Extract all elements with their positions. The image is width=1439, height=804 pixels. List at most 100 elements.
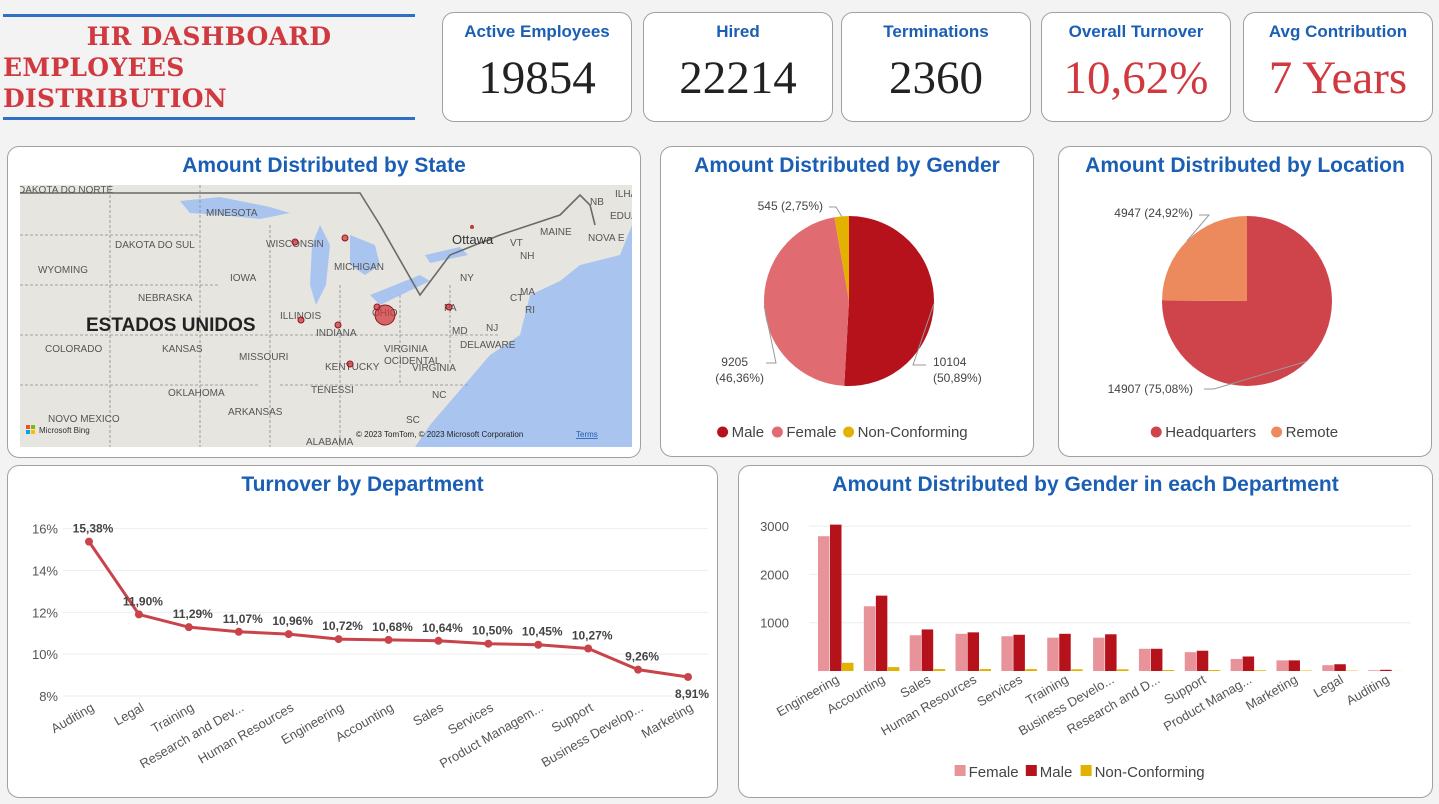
bar-male[interactable] bbox=[967, 632, 980, 671]
bar-female[interactable] bbox=[955, 633, 968, 671]
turnover-point[interactable] bbox=[384, 635, 393, 644]
bar-female[interactable] bbox=[1184, 652, 1197, 671]
bar-non-conforming[interactable] bbox=[1025, 669, 1037, 671]
lake-huron bbox=[350, 235, 380, 275]
bar-male[interactable] bbox=[1380, 669, 1392, 671]
kpi-card-hired[interactable]: Hired 22214 bbox=[643, 12, 833, 122]
bubble-illinois[interactable] bbox=[297, 316, 305, 324]
turnover-point[interactable] bbox=[534, 640, 543, 649]
legend-label[interactable]: Female bbox=[969, 764, 1019, 781]
bar-non-conforming[interactable] bbox=[887, 667, 900, 671]
bar-female[interactable] bbox=[1322, 665, 1334, 671]
kpi-card-terminations[interactable]: Terminations 2360 bbox=[841, 12, 1031, 122]
gender-dept-bar-title: Amount Distributed by Gender in each Dep… bbox=[832, 473, 1339, 496]
x-tick-label: Sales bbox=[410, 699, 446, 728]
turnover-point[interactable] bbox=[584, 644, 593, 653]
map-label: NEBRASKA bbox=[138, 293, 193, 304]
pie-slice-remote[interactable] bbox=[1162, 216, 1247, 301]
bubble-ohio[interactable] bbox=[374, 304, 396, 326]
bar-male[interactable] bbox=[1150, 648, 1163, 671]
map-label: MA bbox=[520, 287, 535, 298]
bar-male[interactable] bbox=[921, 629, 934, 671]
pie-leader-line bbox=[1204, 360, 1308, 390]
bubble-wisconsin[interactable] bbox=[291, 238, 299, 246]
turnover-line-chart[interactable]: 8% 10% 12% 14% 16% 15,38% 11,90% 11,29% 11,07% 10… bbox=[8, 466, 718, 798]
kpi-card-avg-contribution[interactable]: Avg Contribution 7 Years bbox=[1243, 12, 1433, 122]
bubble-kentucky[interactable] bbox=[346, 360, 354, 368]
y-tick-label: 8% bbox=[39, 689, 58, 704]
legend-label[interactable]: Female bbox=[786, 424, 836, 441]
bar-non-conforming[interactable] bbox=[1162, 670, 1175, 671]
bar-female[interactable] bbox=[1368, 670, 1380, 671]
turnover-point[interactable] bbox=[284, 630, 293, 639]
turnover-point[interactable] bbox=[85, 537, 93, 546]
pie-slice-non-conforming[interactable] bbox=[834, 216, 849, 301]
turnover-point[interactable] bbox=[134, 610, 143, 619]
location-pie-chart[interactable]: 14907 (75,08%) 4947 (24,92%) Headquarters R… bbox=[1059, 147, 1432, 457]
legend-label[interactable]: Male bbox=[1040, 764, 1073, 781]
legend-label[interactable]: Non-Conforming bbox=[858, 424, 968, 441]
bar-non-conforming[interactable] bbox=[842, 662, 854, 671]
map-label: OCIDENTAL bbox=[384, 356, 441, 367]
turnover-point[interactable] bbox=[434, 636, 443, 645]
bubble-pennsylvania[interactable] bbox=[445, 303, 453, 311]
bar-non-conforming[interactable] bbox=[1117, 669, 1129, 671]
bar-female[interactable] bbox=[909, 635, 922, 671]
bar-female[interactable] bbox=[1093, 637, 1105, 671]
lake-erie bbox=[370, 275, 430, 305]
turnover-point[interactable] bbox=[234, 627, 243, 636]
legend-label[interactable]: Male bbox=[732, 424, 765, 441]
bar-female[interactable] bbox=[818, 536, 830, 671]
bar-non-conforming[interactable] bbox=[933, 669, 946, 671]
legend-marker bbox=[1080, 765, 1092, 776]
turnover-point[interactable] bbox=[484, 639, 493, 648]
kpi-card-overall-turnover[interactable]: Overall Turnover 10,62% bbox=[1041, 12, 1231, 122]
bar-male[interactable] bbox=[1013, 634, 1025, 671]
turnover-point[interactable] bbox=[634, 665, 643, 674]
kpi-card-active-employees[interactable]: Active Employees 19854 bbox=[442, 12, 632, 122]
bar-male[interactable] bbox=[875, 595, 888, 671]
legend-label[interactable]: Headquarters bbox=[1165, 424, 1256, 441]
bar-female[interactable] bbox=[1001, 636, 1013, 671]
legend-label[interactable]: Remote bbox=[1286, 424, 1339, 441]
bar-male[interactable] bbox=[1242, 656, 1255, 671]
pie-slice-female[interactable] bbox=[763, 217, 849, 386]
bubble-ohio-small[interactable] bbox=[373, 303, 381, 311]
bubble-michigan[interactable] bbox=[341, 234, 349, 242]
legend-label[interactable]: Non-Conforming bbox=[1095, 764, 1205, 781]
turnover-point[interactable] bbox=[684, 672, 692, 681]
pie-leader-line bbox=[912, 303, 935, 366]
bar-legend: Female Male Non-Conforming bbox=[954, 764, 1205, 781]
bar-non-conforming[interactable] bbox=[1254, 670, 1267, 671]
gender-pie-chart[interactable]: 10104 (50,89%) 9205 (46,36%) 545 (2,75%) Male… bbox=[661, 147, 1034, 457]
bar-male[interactable] bbox=[1288, 660, 1300, 671]
turnover-point[interactable] bbox=[334, 635, 343, 644]
map-label: OKLAHOMA bbox=[168, 388, 225, 399]
gender-pie-title: Amount Distributed by Gender bbox=[694, 154, 1000, 177]
bar-male[interactable] bbox=[1105, 634, 1117, 671]
bubble-indiana[interactable] bbox=[334, 321, 342, 329]
pie-slice-male[interactable] bbox=[844, 216, 934, 386]
bar-non-conforming[interactable] bbox=[1208, 670, 1221, 671]
turnover-data-label: 10,72% bbox=[322, 619, 363, 633]
bar-male[interactable] bbox=[830, 524, 842, 671]
bar-female[interactable] bbox=[1138, 648, 1151, 671]
bar-female[interactable] bbox=[863, 606, 876, 671]
turnover-point[interactable] bbox=[184, 623, 193, 632]
bar-male[interactable] bbox=[1196, 650, 1209, 671]
bar-non-conforming[interactable] bbox=[1071, 669, 1083, 671]
bar-non-conforming[interactable] bbox=[979, 669, 992, 671]
bar-female[interactable] bbox=[1276, 660, 1288, 671]
bar-female[interactable] bbox=[1230, 658, 1243, 671]
map-label: VIRGINIA bbox=[384, 344, 428, 355]
bar-male[interactable] bbox=[1059, 633, 1071, 671]
map-terms-link[interactable]: Terms bbox=[576, 430, 598, 439]
pie-data-label-pct: (50,89%) bbox=[933, 371, 982, 385]
dashboard-title-line2: EMPLOYEES DISTRIBUTION bbox=[3, 52, 227, 113]
bar-female[interactable] bbox=[1047, 637, 1059, 671]
bar-male[interactable] bbox=[1334, 664, 1346, 671]
turnover-data-label: 8,91% bbox=[675, 687, 709, 701]
